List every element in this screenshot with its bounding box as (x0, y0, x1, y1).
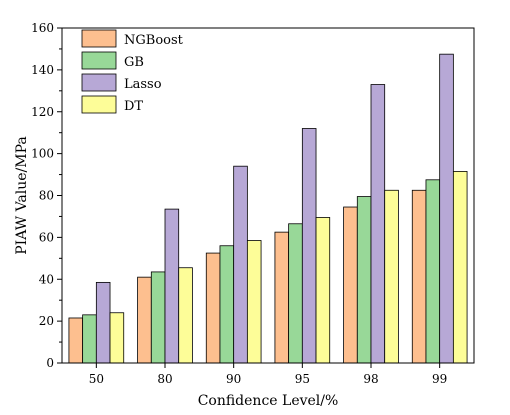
x-tick-label: 50 (89, 372, 104, 386)
legend-swatch-dt (81, 95, 117, 114)
bar-gb-50 (82, 314, 97, 364)
legend-swatch-lasso (81, 73, 117, 92)
bar-lasso-90 (233, 165, 248, 364)
bar-dt-98 (384, 189, 399, 364)
bar-dt-95 (315, 217, 331, 364)
x-tick-label: 95 (295, 372, 310, 386)
y-axis-title: PIAW Value/MPa (14, 136, 30, 254)
bar-dt-99 (452, 171, 468, 364)
bar-dt-80 (178, 267, 193, 364)
bar-gb-98 (356, 196, 372, 364)
ticks-group: 0 20 40 60 80 100 120 140 160 50 80 90 95 98 99 (31, 21, 447, 386)
bar-ngboost-90 (205, 252, 221, 364)
legend-swatch-ngboost (81, 29, 117, 48)
bar-ngboost-80 (137, 276, 152, 364)
bar-gb-90 (219, 245, 235, 364)
bars-group (68, 53, 468, 364)
bar-ngboost-98 (343, 206, 358, 364)
bar-dt-90 (246, 240, 262, 364)
x-tick-label: 90 (226, 372, 241, 386)
y-tick-label: 140 (31, 63, 54, 77)
legend-label-lasso: Lasso (124, 77, 162, 92)
x-tick-label: 98 (363, 372, 378, 386)
bar-gb-99 (425, 179, 441, 364)
bar-lasso-99 (439, 53, 454, 364)
y-tick-label: 120 (31, 105, 54, 119)
y-tick-label: 160 (31, 21, 54, 35)
legend-label-gb: GB (124, 55, 144, 70)
legend-label-ngboost: NGBoost (124, 33, 184, 48)
legend-label-dt: DT (124, 99, 143, 114)
bar-ngboost-95 (274, 231, 290, 364)
bar-ngboost-50 (68, 317, 84, 364)
y-tick-label: 100 (31, 147, 54, 161)
bar-lasso-98 (370, 84, 386, 364)
legend: NGBoost GB Lasso DT (81, 29, 184, 114)
y-tick-label: 0 (46, 356, 54, 370)
y-tick-label: 80 (39, 189, 54, 203)
bar-lasso-95 (301, 128, 317, 364)
x-tick-label: 99 (432, 372, 447, 386)
x-tick-label: 80 (157, 372, 172, 386)
y-tick-label: 60 (39, 230, 54, 244)
bar-gb-80 (150, 271, 166, 364)
bar-lasso-80 (164, 208, 180, 364)
y-tick-label: 40 (39, 272, 54, 286)
legend-swatch-gb (81, 51, 117, 70)
y-tick-label: 20 (39, 314, 54, 328)
bar-lasso-50 (95, 281, 111, 364)
x-axis-title: Confidence Level/% (198, 393, 339, 409)
bar-gb-95 (288, 223, 303, 364)
bar-ngboost-99 (411, 189, 427, 364)
bar-dt-50 (109, 312, 125, 364)
